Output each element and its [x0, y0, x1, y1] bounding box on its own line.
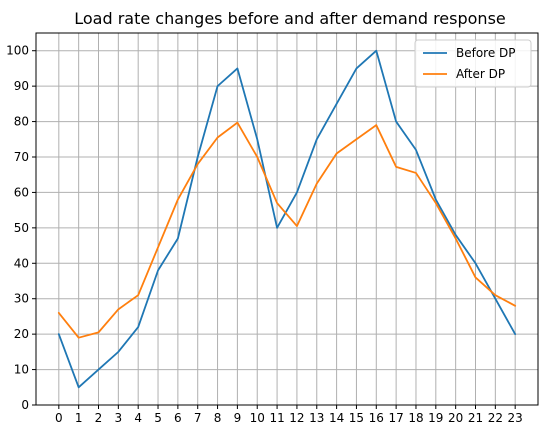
- plot-frame: [36, 33, 538, 405]
- x-tick-label: 20: [448, 411, 463, 425]
- x-tick-label: 14: [329, 411, 344, 425]
- y-tick-label: 0: [21, 398, 29, 412]
- x-tick-label: 2: [95, 411, 103, 425]
- x-tick-label: 12: [289, 411, 304, 425]
- x-tick-label: 10: [250, 411, 265, 425]
- x-tick-label: 11: [269, 411, 284, 425]
- legend-label: Before DP: [456, 46, 516, 60]
- y-tick-label: 10: [14, 363, 29, 377]
- x-tick-label: 13: [309, 411, 324, 425]
- x-tick-label: 8: [214, 411, 222, 425]
- x-tick-label: 21: [468, 411, 483, 425]
- legend: Before DP After DP: [415, 40, 531, 87]
- y-tick-label: 60: [14, 185, 29, 199]
- chart-title: Load rate changes before and after deman…: [74, 9, 506, 28]
- x-tick-label: 17: [388, 411, 403, 425]
- x-tick-label: 15: [349, 411, 364, 425]
- x-tick-label: 3: [115, 411, 123, 425]
- x-tick-label: 19: [428, 411, 443, 425]
- x-tick-label: 18: [408, 411, 423, 425]
- x-tick-label: 23: [508, 411, 523, 425]
- y-tick-label: 70: [14, 150, 29, 164]
- x-tick-label: 5: [154, 411, 162, 425]
- x-tick-label: 22: [488, 411, 503, 425]
- x-tick-label: 0: [55, 411, 63, 425]
- x-tick-label: 6: [174, 411, 182, 425]
- x-tick-label: 9: [234, 411, 242, 425]
- series-layer: [59, 51, 515, 388]
- series-line-before-dp: [59, 51, 515, 388]
- series-line-after-dp: [59, 123, 515, 338]
- x-tick-label: 16: [369, 411, 384, 425]
- legend-label: After DP: [456, 67, 505, 81]
- y-tick-label: 40: [14, 256, 29, 270]
- x-tick-label: 1: [75, 411, 83, 425]
- y-tick-label: 80: [14, 115, 29, 129]
- y-tick-label: 100: [6, 44, 29, 58]
- y-axis-ticks: 0 10 20 30 40 50 60 70 80 90 100: [6, 44, 36, 412]
- x-tick-label: 7: [194, 411, 202, 425]
- grid-layer: [36, 33, 538, 405]
- y-tick-label: 50: [14, 221, 29, 235]
- y-tick-label: 30: [14, 292, 29, 306]
- y-tick-label: 90: [14, 79, 29, 93]
- x-tick-label: 4: [134, 411, 142, 425]
- y-tick-label: 20: [14, 327, 29, 341]
